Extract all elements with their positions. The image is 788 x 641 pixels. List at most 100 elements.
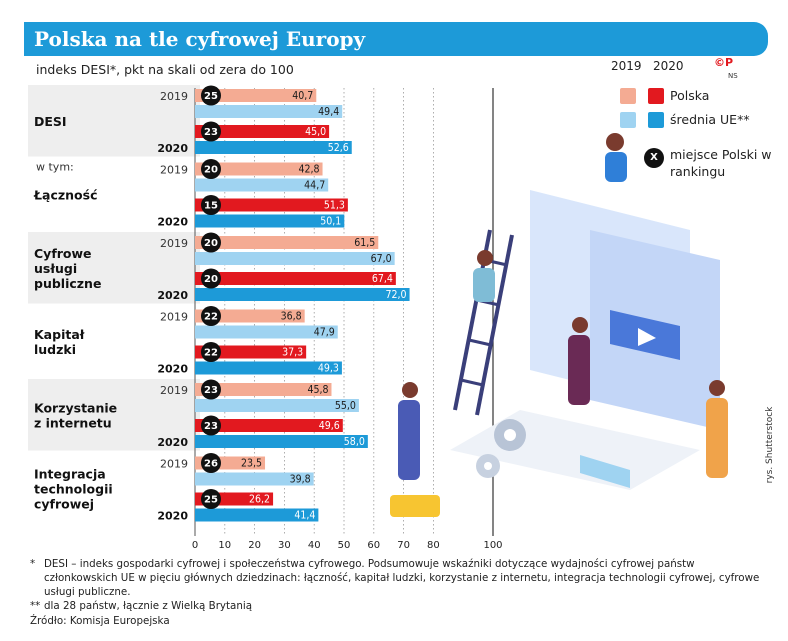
sub-label: w tym: xyxy=(36,161,74,174)
value-label-poland: 61,5 xyxy=(354,237,375,249)
rank-label: 15 xyxy=(204,201,218,212)
category-label: Integracja xyxy=(34,466,106,481)
image-credit: rys. Shutterstock xyxy=(765,406,775,484)
value-label-poland: 42,8 xyxy=(299,164,320,176)
category-label: Kapitał xyxy=(34,327,85,342)
person-body-icon xyxy=(568,335,590,405)
person-head-icon xyxy=(709,380,725,396)
logo-sub: NS xyxy=(728,72,738,80)
bar-poland-2019 xyxy=(195,236,379,249)
bar-poland-2020 xyxy=(195,125,330,138)
person-body-icon xyxy=(605,152,627,182)
legend-rank-text: miejsce Polski w rankingu xyxy=(670,147,772,179)
legend-swatch-eu-2020 xyxy=(648,112,664,128)
bar-eu-2019 xyxy=(195,178,329,192)
category-band xyxy=(28,85,200,157)
footnote-mark: ** xyxy=(30,600,41,612)
rank-label: 22 xyxy=(204,312,218,323)
rank-badge xyxy=(201,342,221,362)
chart-subtitle: indeks DESI*, pkt na skali od zera do 10… xyxy=(36,62,294,77)
legend-label-eu: średnia UE** xyxy=(670,112,750,127)
year-label: 2019 xyxy=(160,458,188,471)
value-label-poland: 36,8 xyxy=(281,311,302,323)
year-label: 2019 xyxy=(160,384,188,397)
bar-eu-2019 xyxy=(195,325,338,339)
value-label-poland: 49,6 xyxy=(319,420,340,432)
chart-title: Polska na tle cyfrowej Europy xyxy=(34,27,366,51)
category-label: Łączność xyxy=(33,187,97,202)
bar-eu-2020 xyxy=(195,361,342,375)
value-label-eu: 49,4 xyxy=(318,106,339,118)
x-tick-label: 40 xyxy=(308,540,321,551)
rank-label: 23 xyxy=(204,421,218,432)
x-tick-label: 60 xyxy=(367,540,380,551)
value-label-poland: 40,7 xyxy=(292,90,313,102)
category-label: Korzystanie xyxy=(34,400,117,415)
value-label-poland: 45,8 xyxy=(307,384,328,396)
year-label: 2019 xyxy=(160,164,188,177)
legend-rank-badge: X xyxy=(644,148,664,168)
year-label: 2020 xyxy=(157,363,188,376)
person-head-icon xyxy=(477,250,493,266)
person-head-icon xyxy=(402,382,418,398)
category-label: usługi xyxy=(34,261,77,276)
rank-badge xyxy=(201,195,221,215)
rank-badge xyxy=(201,121,221,142)
legend-swatch-pl-2019 xyxy=(620,88,636,104)
value-label-eu: 47,9 xyxy=(314,327,335,339)
x-tick-label: 100 xyxy=(483,540,502,551)
illustration-floor xyxy=(450,410,700,490)
bar-eu-2019 xyxy=(195,472,314,486)
year-label: 2020 xyxy=(157,216,188,229)
bar-eu-2020 xyxy=(195,141,352,154)
x-tick-label: 70 xyxy=(397,540,410,551)
year-label: 2019 xyxy=(160,237,188,250)
rank-badge xyxy=(201,268,221,289)
legend-year-2019: 2019 xyxy=(611,59,642,73)
ladder-rung-icon xyxy=(460,378,484,387)
category-label: DESI xyxy=(34,114,67,129)
person-body-icon xyxy=(398,400,420,480)
rank-badge xyxy=(201,85,221,106)
footnote-mark: * xyxy=(30,558,36,570)
value-label-eu: 49,3 xyxy=(318,363,339,375)
bar-poland-2020 xyxy=(195,272,396,285)
x-tick-label: 20 xyxy=(248,540,261,551)
category-band xyxy=(28,379,200,451)
x-tick-label: 0 xyxy=(192,540,198,551)
value-label-poland: 23,5 xyxy=(241,458,262,470)
category-band xyxy=(28,232,200,304)
footnote-text: DESI – indeks gospodarki cyfrowej i społ… xyxy=(44,558,760,598)
legend-swatch-pl-2020 xyxy=(648,88,664,104)
people-building-website-illustration xyxy=(390,133,728,517)
bar-eu-2019 xyxy=(195,252,395,265)
rank-label: 23 xyxy=(204,385,218,396)
category-label: z internetu xyxy=(34,415,112,430)
bar-eu-2020 xyxy=(195,435,368,448)
rank-label: 25 xyxy=(204,495,218,506)
bar-eu-2020 xyxy=(195,508,319,522)
rank-badge xyxy=(201,453,221,473)
rank-label: 22 xyxy=(204,348,218,359)
value-label-eu: 55,0 xyxy=(335,400,356,412)
year-label: 2019 xyxy=(160,311,188,324)
category-label: cyfrowej xyxy=(34,496,94,511)
rank-label: 20 xyxy=(204,274,218,285)
header-bar: Polska na tle cyfrowej Europy xyxy=(24,22,768,56)
value-label-eu: 58,0 xyxy=(344,436,365,448)
x-tick-label: 30 xyxy=(278,540,291,551)
category-label: ludzki xyxy=(34,342,76,357)
bar-poland-2020 xyxy=(195,345,307,359)
rank-label: 26 xyxy=(204,459,218,470)
bar-eu-2020 xyxy=(195,288,410,301)
logo: ©P xyxy=(714,56,734,69)
year-label: 2020 xyxy=(157,289,188,302)
rank-badge xyxy=(201,232,221,253)
legend: 2019 2020 ©P NS Polska średnia UE** X mi… xyxy=(600,56,780,196)
play-icon xyxy=(638,328,656,346)
book-stack-icon xyxy=(580,455,630,488)
value-label-poland: 51,3 xyxy=(324,200,345,212)
value-label-eu: 44,7 xyxy=(304,180,325,192)
gear-hole-icon xyxy=(504,429,516,441)
rank-label: 23 xyxy=(204,127,218,138)
